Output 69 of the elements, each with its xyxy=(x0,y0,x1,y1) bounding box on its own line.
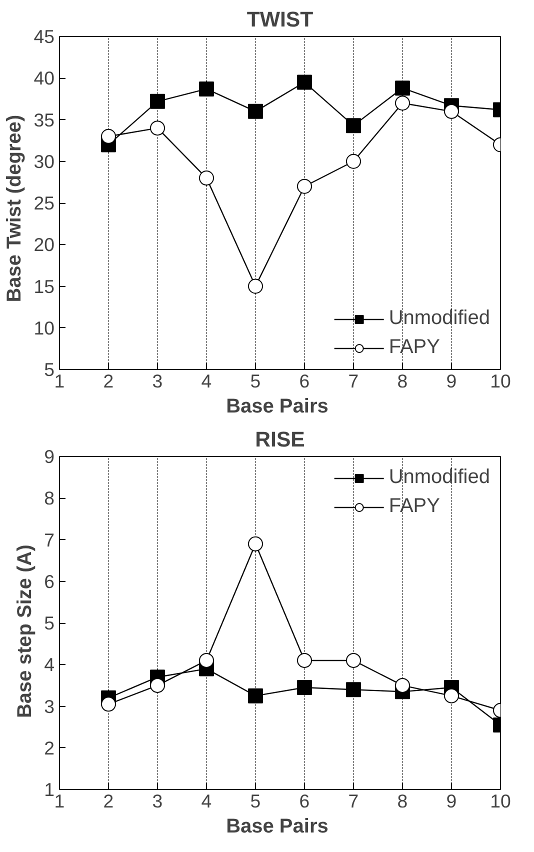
point xyxy=(150,120,165,136)
x-tick-label: 2 xyxy=(103,370,114,392)
x-tick-label: 6 xyxy=(299,790,310,812)
point xyxy=(199,170,214,186)
x-tick-label: 10 xyxy=(490,790,511,812)
x-tick-label: 4 xyxy=(201,370,212,392)
y-tick-label: 9 xyxy=(44,446,55,467)
x-tick-label: 5 xyxy=(250,790,261,812)
y-tick-label: 5 xyxy=(44,612,55,634)
x-axis-title: Base Pairs xyxy=(226,816,328,838)
x-tick-label: 8 xyxy=(397,370,408,392)
point xyxy=(444,104,459,119)
x-tick-label: 4 xyxy=(201,790,212,812)
legend-label: Unmodified xyxy=(388,307,490,330)
x-tick-label: 7 xyxy=(348,790,359,812)
y-tick-label: 6 xyxy=(44,570,55,592)
y-tick-label: 4 xyxy=(44,654,55,676)
y-tick-label: 30 xyxy=(34,150,55,172)
point xyxy=(150,678,165,693)
point xyxy=(346,682,361,698)
y-tick-label: 20 xyxy=(34,234,55,256)
point xyxy=(199,81,214,96)
y-tick-label: 25 xyxy=(34,192,55,214)
point xyxy=(248,278,263,294)
y-axis-title: Base Twist (degree) xyxy=(4,114,26,302)
point xyxy=(101,696,116,712)
y-tick-label: 10 xyxy=(34,317,55,338)
y-tick-label: 2 xyxy=(44,737,55,758)
x-tick-label: 6 xyxy=(299,370,310,392)
point xyxy=(395,80,410,96)
x-tick-label: 7 xyxy=(348,370,359,392)
point xyxy=(297,652,312,668)
legend-label: FAPY xyxy=(388,336,440,359)
legend-label: FAPY xyxy=(388,495,440,518)
x-tick-label: 3 xyxy=(152,790,163,812)
point xyxy=(297,74,312,90)
point xyxy=(297,680,312,696)
point xyxy=(297,178,312,194)
y-tick-label: 45 xyxy=(34,26,55,47)
legend-label: Unmodified xyxy=(388,466,490,489)
point xyxy=(346,118,361,134)
x-tick-label: 5 xyxy=(250,370,261,392)
x-tick-label: 2 xyxy=(103,790,114,812)
point xyxy=(346,652,361,668)
point xyxy=(444,688,459,704)
chart-title: TWIST xyxy=(246,8,314,32)
point xyxy=(346,154,361,169)
y-tick-label: 40 xyxy=(34,68,55,89)
point xyxy=(248,536,263,552)
y-tick-label: 15 xyxy=(34,276,55,297)
chart-title: RISE xyxy=(255,428,305,452)
y-tick-label: 3 xyxy=(44,696,55,717)
point xyxy=(101,128,116,144)
point xyxy=(199,652,214,668)
y-tick-label: 7 xyxy=(44,529,55,550)
point xyxy=(395,96,410,111)
point xyxy=(150,94,165,109)
x-tick-label: 10 xyxy=(490,370,511,392)
x-tick-label: 3 xyxy=(152,370,163,392)
x-tick-label: 9 xyxy=(446,370,457,392)
y-axis-title: Base step Size (A) xyxy=(14,544,36,718)
y-tick-label: 8 xyxy=(44,488,55,509)
point xyxy=(395,678,410,693)
x-tick-label: 8 xyxy=(397,790,408,812)
y-tick-label: 35 xyxy=(34,109,55,130)
point xyxy=(248,104,263,119)
x-tick-label: 9 xyxy=(446,790,457,812)
x-axis-title: Base Pairs xyxy=(226,396,328,418)
point xyxy=(248,688,263,704)
